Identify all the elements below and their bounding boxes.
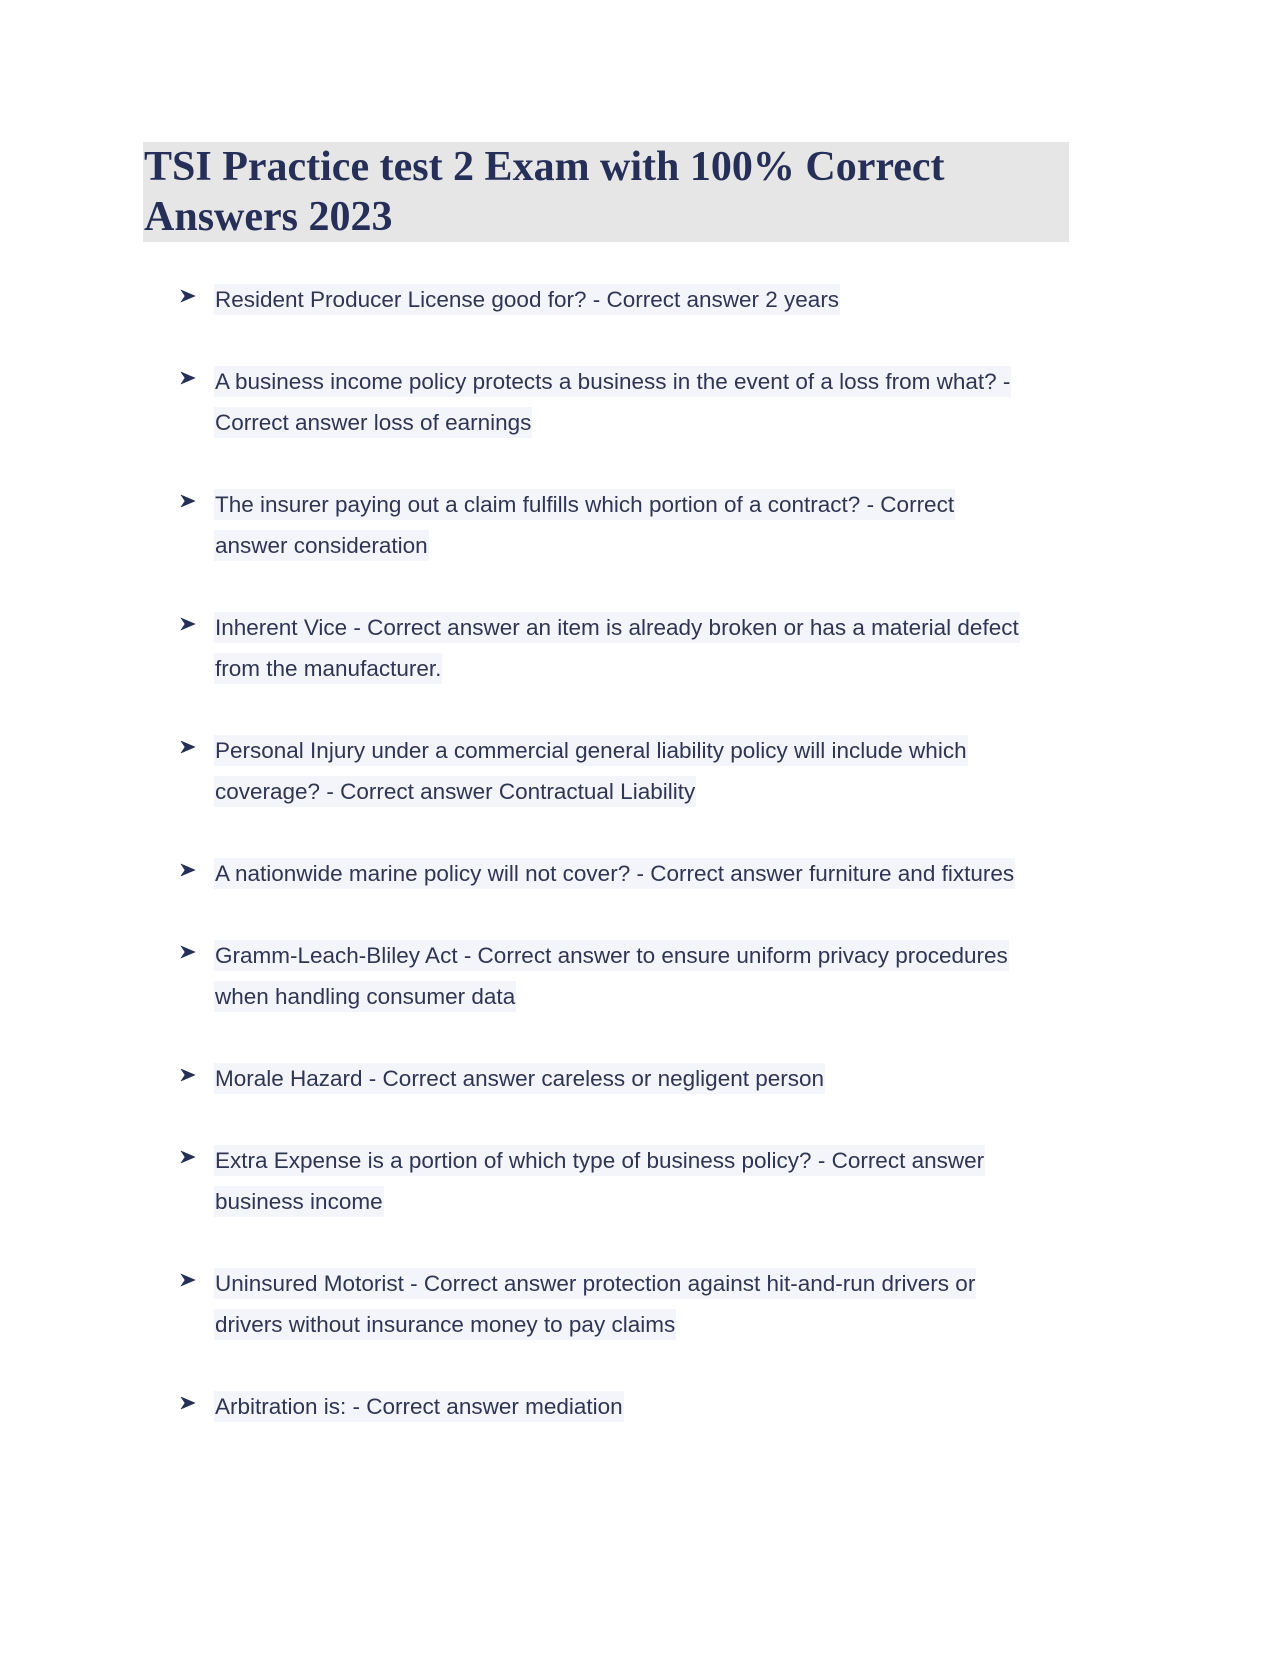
list-item-text: from the manufacturer.	[214, 653, 443, 684]
arrowhead-bullet-icon	[180, 863, 196, 877]
list-item-text: Extra Expense is a portion of which type…	[214, 1145, 986, 1176]
list-item-text: Inherent Vice - Correct answer an item i…	[214, 612, 1020, 643]
arrowhead-bullet-icon	[180, 1068, 196, 1082]
list-item-line: business income	[214, 1181, 1080, 1222]
question-list: Resident Producer License good for? - Co…	[180, 279, 1080, 1468]
list-item-text: Gramm-Leach-Bliley Act - Correct answer …	[214, 940, 1009, 971]
list-item-line: Extra Expense is a portion of which type…	[214, 1140, 1080, 1181]
list-item: Morale Hazard - Correct answer careless …	[180, 1058, 1080, 1099]
list-item-line: from the manufacturer.	[214, 648, 1080, 689]
arrowhead-bullet-icon	[180, 1150, 196, 1164]
arrowhead-bullet-icon	[180, 945, 196, 959]
list-item-text: Resident Producer License good for? - Co…	[214, 284, 841, 315]
list-item-line: The insurer paying out a claim fulfills …	[214, 484, 1080, 525]
arrowhead-bullet-icon	[180, 371, 196, 385]
list-item-line: Personal Injury under a commercial gener…	[214, 730, 1080, 771]
list-item-line: Resident Producer License good for? - Co…	[214, 279, 1080, 320]
list-item: Arbitration is: - Correct answer mediati…	[180, 1386, 1080, 1427]
list-item-text: business income	[214, 1186, 384, 1217]
list-item-text: A nationwide marine policy will not cove…	[214, 858, 1016, 889]
list-item-line: Morale Hazard - Correct answer careless …	[214, 1058, 1080, 1099]
arrowhead-bullet-icon	[180, 1396, 196, 1410]
list-item: The insurer paying out a claim fulfills …	[180, 484, 1080, 566]
list-item-line: Correct answer loss of earnings	[214, 402, 1080, 443]
document-title: TSI Practice test 2 Exam with 100% Corre…	[143, 142, 1069, 242]
list-item: Resident Producer License good for? - Co…	[180, 279, 1080, 320]
list-item-text: when handling consumer data	[214, 981, 517, 1012]
list-item-text: coverage? - Correct answer Contractual L…	[214, 776, 697, 807]
list-item-text: The insurer paying out a claim fulfills …	[214, 489, 956, 520]
list-item-line: Inherent Vice - Correct answer an item i…	[214, 607, 1080, 648]
list-item-text: Arbitration is: - Correct answer mediati…	[214, 1391, 624, 1422]
list-item-line: Gramm-Leach-Bliley Act - Correct answer …	[214, 935, 1080, 976]
list-item: Personal Injury under a commercial gener…	[180, 730, 1080, 812]
list-item: A business income policy protects a busi…	[180, 361, 1080, 443]
list-item-text: answer consideration	[214, 530, 429, 561]
list-item: Uninsured Motorist - Correct answer prot…	[180, 1263, 1080, 1345]
list-item-text: Morale Hazard - Correct answer careless …	[214, 1063, 826, 1094]
list-item: Gramm-Leach-Bliley Act - Correct answer …	[180, 935, 1080, 1017]
list-item-text: Correct answer loss of earnings	[214, 407, 533, 438]
arrowhead-bullet-icon	[180, 617, 196, 631]
title-line: Answers 2023	[144, 194, 393, 240]
list-item-line: when handling consumer data	[214, 976, 1080, 1017]
list-item-line: answer consideration	[214, 525, 1080, 566]
list-item: Inherent Vice - Correct answer an item i…	[180, 607, 1080, 689]
list-item-line: A nationwide marine policy will not cove…	[214, 853, 1080, 894]
list-item-text: Uninsured Motorist - Correct answer prot…	[214, 1268, 977, 1299]
list-item-line: coverage? - Correct answer Contractual L…	[214, 771, 1080, 812]
arrowhead-bullet-icon	[180, 740, 196, 754]
arrowhead-bullet-icon	[180, 1273, 196, 1287]
list-item-text: drivers without insurance money to pay c…	[214, 1309, 677, 1340]
list-item-line: drivers without insurance money to pay c…	[214, 1304, 1080, 1345]
list-item-line: Uninsured Motorist - Correct answer prot…	[214, 1263, 1080, 1304]
list-item: A nationwide marine policy will not cove…	[180, 853, 1080, 894]
title-line: TSI Practice test 2 Exam with 100% Corre…	[144, 144, 945, 190]
list-item-line: Arbitration is: - Correct answer mediati…	[214, 1386, 1080, 1427]
arrowhead-bullet-icon	[180, 289, 196, 303]
list-item-text: A business income policy protects a busi…	[214, 366, 1012, 397]
list-item-line: A business income policy protects a busi…	[214, 361, 1080, 402]
list-item: Extra Expense is a portion of which type…	[180, 1140, 1080, 1222]
arrowhead-bullet-icon	[180, 494, 196, 508]
list-item-text: Personal Injury under a commercial gener…	[214, 735, 968, 766]
